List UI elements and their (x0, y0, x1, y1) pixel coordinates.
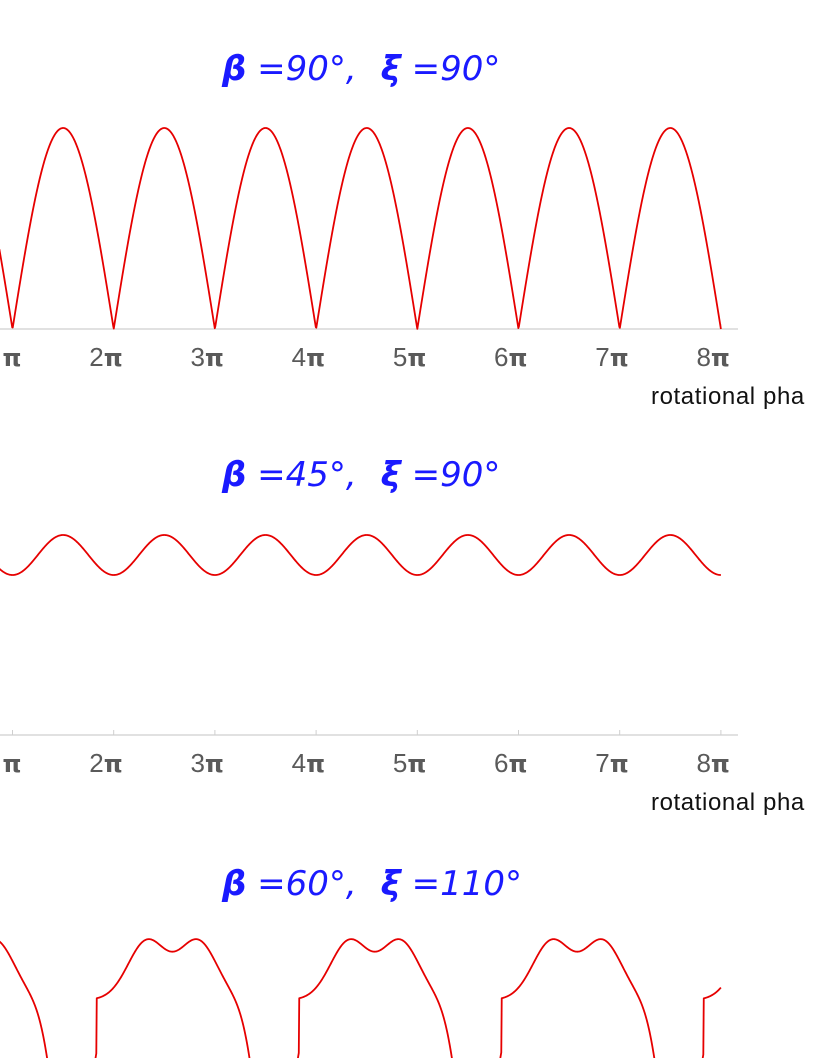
panel-2-title-xi: ξ (381, 455, 403, 495)
panel-3-title: β =60°, ξ =110° (221, 864, 522, 904)
panel-1-title-beta-value: =90°, (246, 49, 356, 89)
panel-1-x-tick-label: 5π (393, 342, 426, 372)
panel-2-series-curve (0, 534, 722, 576)
panel-1-ticks: π 2π 3π 4π 5π 6π 7π 8π (3, 324, 730, 372)
panel-1-title: β =90°, ξ =90° (221, 49, 500, 89)
panel-2-x-tick-label: 7π (595, 748, 628, 778)
panel-1-x-tick-label: 4π (292, 342, 325, 372)
panel-3-title-xi-value: =110° (401, 864, 522, 904)
panel-1-series-curve (0, 127, 722, 330)
panel-1-x-axis-label: rotational pha (651, 383, 805, 410)
panel-2-x-axis-label: rotational pha (651, 789, 805, 816)
panel-2-ticks: π 2π 3π 4π 5π 6π 7π 8π (3, 730, 730, 778)
panel-1-x-tick-label: 8π (696, 342, 729, 372)
panel-1-x-tick-label: π (3, 344, 22, 372)
panel-1-title-xi: ξ (381, 49, 403, 89)
panel-2-title-xi-value: =90° (401, 455, 501, 495)
panel-1-title-xi-value: =90° (401, 49, 501, 89)
panel-2-x-tick-label: 2π (89, 748, 122, 778)
panel-2-x-tick-label: 5π (393, 748, 426, 778)
panel-1-title-beta: β (221, 49, 246, 89)
panel-2-title-beta: β (221, 455, 246, 495)
panel-1-x-tick-label: 3π (190, 342, 223, 372)
panel-2-title: β =45°, ξ =90° (221, 455, 500, 495)
panel-1-x-tick-label: 6π (494, 342, 527, 372)
panel-2-x-tick-label: 3π (190, 748, 223, 778)
panel-1: β =90°, ξ =90° π 2π 3π 4π 5π 6π 7π 8π rotational… (0, 49, 805, 410)
panel-3-series-curve (0, 938, 722, 1058)
panel-3-title-beta-value: =60°, (246, 864, 356, 904)
panel-2-x-tick-label: 8π (696, 748, 729, 778)
panel-3-title-xi: ξ (381, 864, 403, 904)
panel-2: β =45°, ξ =90° π 2π 3π 4π 5π 6π 7π 8π rotational… (0, 455, 805, 816)
panel-2-x-tick-label: 4π (292, 748, 325, 778)
panel-1-x-tick-label: 2π (89, 342, 122, 372)
panel-3-title-beta: β (221, 864, 246, 904)
panel-2-title-beta-value: =45°, (246, 455, 356, 495)
panel-3: β =60°, ξ =110° (0, 864, 722, 1058)
panel-2-x-tick-label: 6π (494, 748, 527, 778)
panel-1-x-tick-label: 7π (595, 342, 628, 372)
panel-2-x-tick-label: π (3, 750, 22, 778)
